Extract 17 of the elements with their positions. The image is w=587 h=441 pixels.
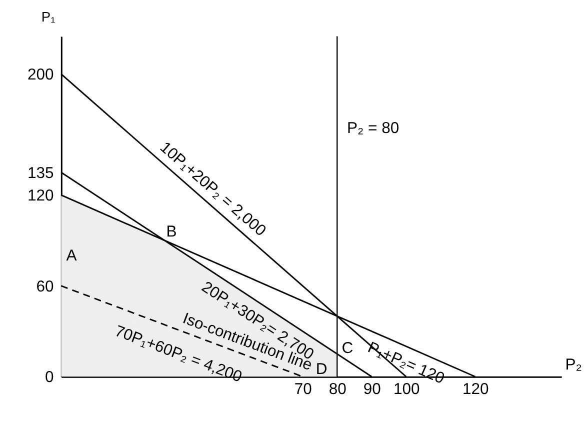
y-tick-label: 0 <box>44 369 54 386</box>
ref-line-label: P₂ = 80 <box>346 120 400 138</box>
annotation: B <box>166 223 177 240</box>
y-tick-label: 200 <box>27 66 54 84</box>
y-tick-label: 60 <box>36 278 54 296</box>
x-tick-label: 90 <box>363 380 382 398</box>
y-axis-title: P₁ <box>41 8 56 24</box>
annotation: C <box>342 340 354 357</box>
x-tick-label: 70 <box>294 380 312 398</box>
x-tick-label: 120 <box>462 380 489 398</box>
x-tick-label: 100 <box>393 380 420 398</box>
annotation: D <box>316 360 328 378</box>
x-tick-label: 80 <box>328 380 347 398</box>
y-tick-label: 135 <box>27 164 54 182</box>
x-axis-title: P₂ <box>565 356 582 374</box>
y-tick-label: 120 <box>27 188 54 205</box>
annotation: A <box>66 248 78 265</box>
